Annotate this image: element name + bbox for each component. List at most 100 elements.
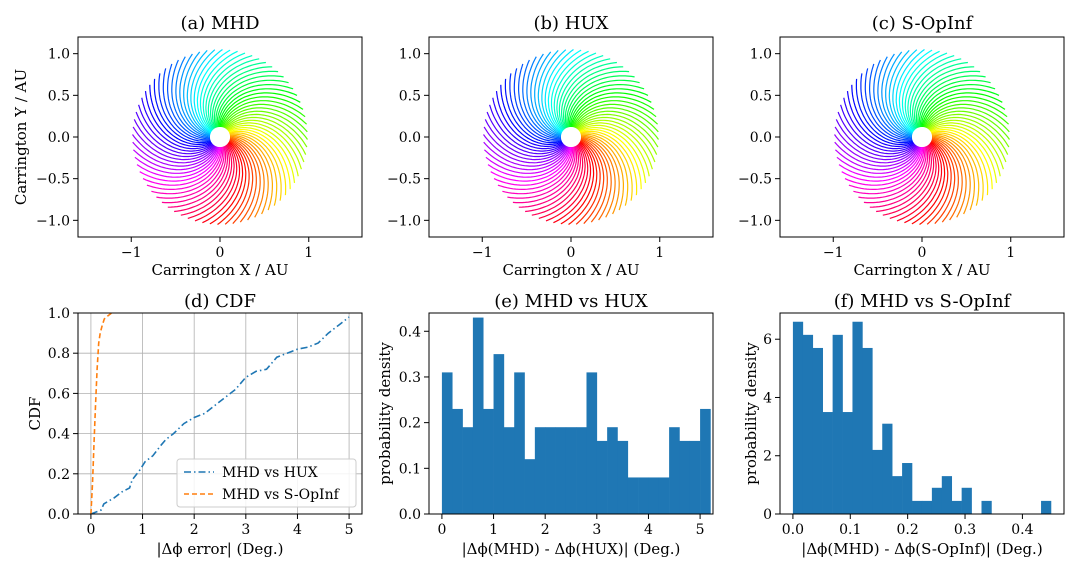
field-line xyxy=(580,136,616,218)
field-line xyxy=(876,144,933,213)
y-tick-label: −0.5 xyxy=(387,172,421,188)
histogram-bar xyxy=(503,427,515,514)
panel-title: (d) CDF xyxy=(184,291,256,312)
field-line xyxy=(573,107,659,133)
field-line xyxy=(919,140,949,225)
field-line xyxy=(132,134,217,164)
field-line xyxy=(517,63,562,140)
field-line xyxy=(545,143,589,222)
histogram-bar xyxy=(648,477,660,514)
histogram-bar xyxy=(892,476,903,514)
histogram-bar xyxy=(941,476,953,514)
field-line xyxy=(196,49,231,133)
field-line xyxy=(569,88,649,128)
field-line xyxy=(579,130,638,196)
y-axis-label: Carrington Y / AU xyxy=(12,69,30,205)
field-line xyxy=(132,141,218,167)
field-line xyxy=(577,119,656,163)
histogram-bar xyxy=(689,440,701,514)
field-line xyxy=(855,78,914,144)
field-line xyxy=(580,132,633,201)
field-line xyxy=(497,146,574,190)
field-line xyxy=(840,104,916,152)
x-tick-label: 1 xyxy=(304,245,313,261)
x-axis-label: |Δϕ(MHD) - Δϕ(HUX)| (Deg.) xyxy=(462,540,681,558)
y-tick-label: 0.0 xyxy=(750,130,772,146)
y-tick-label: 1.0 xyxy=(399,47,421,63)
field-line xyxy=(493,146,573,186)
field-line xyxy=(158,73,211,142)
y-tick-label: 0 xyxy=(763,507,772,523)
histogram-bar xyxy=(862,347,873,514)
field-line xyxy=(489,104,565,152)
field-line xyxy=(133,119,215,158)
x-tick-label: 0 xyxy=(437,522,446,538)
field-line xyxy=(194,143,238,222)
field-line xyxy=(863,145,929,204)
field-line xyxy=(513,68,562,141)
field-line xyxy=(882,144,935,216)
field-line xyxy=(869,145,931,208)
y-tick-label: −0.5 xyxy=(738,172,772,188)
field-line xyxy=(229,139,254,224)
field-line xyxy=(574,110,659,140)
field-line xyxy=(210,61,266,130)
axes-5: 0.0 0.1 0.2 0.3 0.4 0 2 4 6 (f) MHD vs S-OpInf |Δϕ… xyxy=(742,291,1065,558)
field-line xyxy=(835,146,920,171)
field-line xyxy=(222,103,307,128)
x-tick-label: 0 xyxy=(216,245,225,261)
x-tick-label: 4 xyxy=(293,522,302,538)
field-line xyxy=(151,146,224,195)
field-line xyxy=(217,140,247,225)
axes-0: −1 0 1 1.0 0.5 0.0 −0.5 −1.0 (a) MHD Carrington X… xyxy=(12,13,363,279)
field-line xyxy=(193,49,223,134)
field-line xyxy=(853,146,926,195)
field-line xyxy=(928,122,1004,170)
field-line xyxy=(222,107,308,133)
field-line xyxy=(881,53,913,137)
field-line xyxy=(229,137,261,221)
field-line xyxy=(858,146,927,199)
field-line xyxy=(183,51,211,136)
field-line xyxy=(926,139,952,225)
field-line xyxy=(530,53,562,137)
field-line xyxy=(486,111,565,155)
field-line xyxy=(138,104,214,152)
field-line xyxy=(911,61,968,130)
field-line xyxy=(929,124,1001,177)
y-tick-label: 1.0 xyxy=(48,47,70,63)
field-line xyxy=(171,59,211,139)
field-line xyxy=(927,116,1009,155)
field-line xyxy=(544,49,574,134)
field-line xyxy=(167,63,211,140)
field-line xyxy=(492,97,564,150)
histogram-bar xyxy=(534,427,546,514)
field-line xyxy=(187,143,235,219)
histogram-bar xyxy=(462,427,474,514)
field-line xyxy=(572,100,657,128)
field-line xyxy=(568,83,645,128)
x-axis-label: |Δϕ error| (Deg.) xyxy=(156,540,283,558)
legend-label: MHD vs HUX xyxy=(222,465,318,481)
histogram-bar xyxy=(792,321,804,514)
field-line xyxy=(864,68,913,141)
y-tick-label: 0.2 xyxy=(48,467,70,483)
field-line xyxy=(564,70,630,129)
field-line xyxy=(834,134,919,164)
field-line xyxy=(153,78,212,144)
histogram-bar xyxy=(822,412,833,514)
field-line xyxy=(580,139,605,224)
histogram-bar xyxy=(545,427,556,514)
field-line xyxy=(924,107,1010,133)
panel-title: (f) MHD vs S-OpInf xyxy=(834,291,1012,312)
field-line xyxy=(575,139,601,225)
field-line xyxy=(931,132,984,201)
field-line xyxy=(562,66,624,129)
field-line xyxy=(560,61,617,130)
field-line xyxy=(919,83,996,128)
field-line xyxy=(205,55,253,131)
field-line xyxy=(483,126,567,161)
field-line xyxy=(889,143,937,219)
field-line xyxy=(568,140,598,225)
field-line xyxy=(228,129,291,190)
